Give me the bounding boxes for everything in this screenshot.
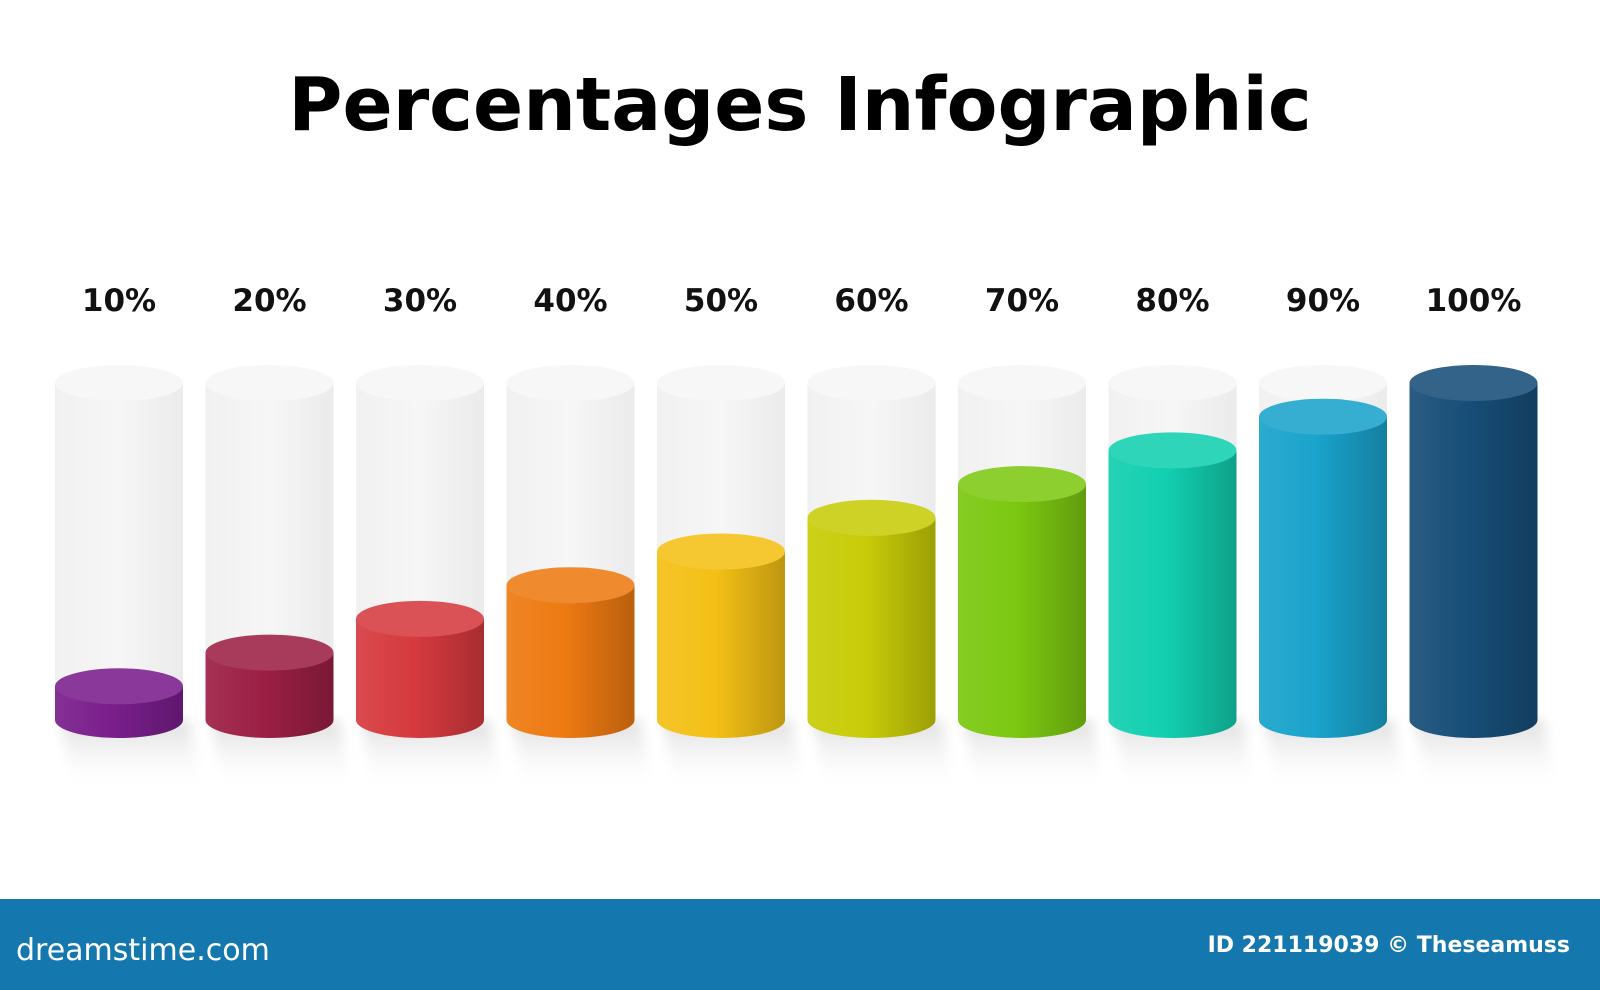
bar-label: 100% [1426, 283, 1522, 319]
bar-track-top [1108, 365, 1237, 401]
bar-label: 70% [985, 283, 1059, 319]
bar-label: 90% [1286, 283, 1360, 319]
bar-top [958, 466, 1086, 503]
bar-top [55, 668, 183, 705]
bar-top [506, 567, 635, 604]
bar-top [356, 600, 484, 637]
bar-shadow [813, 720, 954, 792]
bar-top [205, 634, 334, 671]
bar-track-top [55, 365, 183, 401]
bar [506, 585, 635, 738]
bar-shadow [1265, 720, 1405, 792]
bar-label: 60% [834, 283, 908, 319]
bar-shadow [663, 720, 803, 792]
bar [1409, 383, 1538, 738]
bar [657, 551, 785, 738]
cylinder-chart: 10% 20% 30% 40% 50% 60% 70% 80% 90% 100% [55, 283, 1556, 792]
bar-shadow [1415, 720, 1556, 792]
bar [205, 652, 334, 738]
bar-top [1259, 398, 1387, 435]
bar-shadow [61, 720, 201, 792]
bar-track-top [958, 365, 1086, 401]
bar-top [1409, 365, 1538, 401]
bar-shadow [362, 720, 502, 792]
bar-top [807, 499, 936, 536]
bar-top [1108, 432, 1237, 469]
bar-shadow [1114, 720, 1255, 792]
bar-label: 80% [1135, 283, 1209, 319]
bar-track-top [205, 365, 334, 401]
footer-bar: dreamstime.com ID 221119039 © Theseamuss [0, 899, 1600, 990]
footer-logo: dreamstime.com [16, 933, 270, 968]
bar [958, 484, 1086, 738]
bar [807, 517, 936, 738]
bar-track [55, 383, 183, 738]
bar-label: 40% [533, 283, 607, 319]
bar [356, 618, 484, 738]
bar-shadow [512, 720, 653, 792]
bar [1259, 416, 1387, 738]
bar [1108, 450, 1237, 738]
bar-track-top [356, 365, 484, 401]
bar-track-top [1259, 365, 1387, 401]
bar-track-top [807, 365, 936, 401]
bar-label: 50% [684, 283, 758, 319]
bar-label: 30% [383, 283, 457, 319]
bar-top [657, 533, 785, 570]
bar-shadow [211, 720, 352, 792]
bar-label: 20% [232, 283, 306, 319]
bar-track-top [506, 365, 635, 401]
chart-title: Percentages Infographic [288, 62, 1312, 148]
bar-track-top [657, 365, 785, 401]
bar-label: 10% [82, 283, 156, 319]
footer-credit: ID 221119039 © Theseamuss [1207, 933, 1570, 958]
bar-shadow [964, 720, 1104, 792]
